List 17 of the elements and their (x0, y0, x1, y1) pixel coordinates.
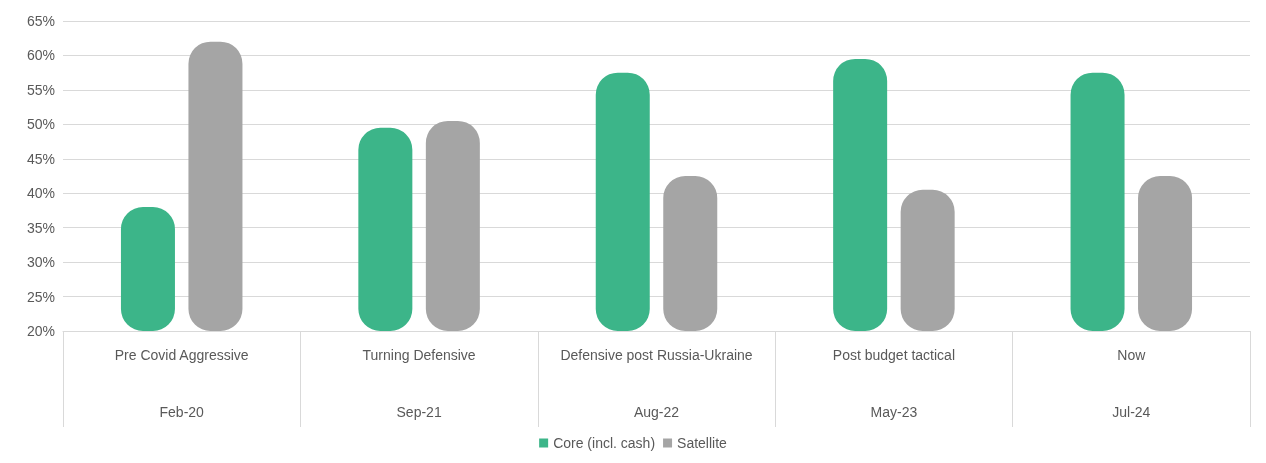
legend-label: Core (incl. cash) (553, 435, 656, 451)
category-label: Turning Defensive Sep-21 (362, 346, 476, 420)
y-tick-label: 20% (26, 323, 55, 339)
category-label: Pre Covid Aggressive Feb-20 (114, 346, 249, 420)
y-tick-label: 35% (26, 219, 55, 236)
category-label: Post budget tactical May-23 (832, 346, 955, 420)
y-tick-label: 50% (26, 116, 55, 133)
legend-label: Satellite (677, 435, 728, 451)
y-tick-label: 25% (26, 288, 55, 305)
y-tick-label: 60% (26, 47, 55, 64)
category-label: Defensive post Russia-Ukraine Aug-22 (560, 346, 753, 420)
category-label: Now Jul-24 (1112, 346, 1151, 420)
y-tick-label: 55% (26, 81, 55, 98)
y-tick-label: 30% (26, 254, 55, 271)
y-tick-label: 40% (26, 185, 55, 202)
y-tick-label: 45% (26, 150, 55, 167)
y-tick-label: 65% (26, 13, 55, 29)
